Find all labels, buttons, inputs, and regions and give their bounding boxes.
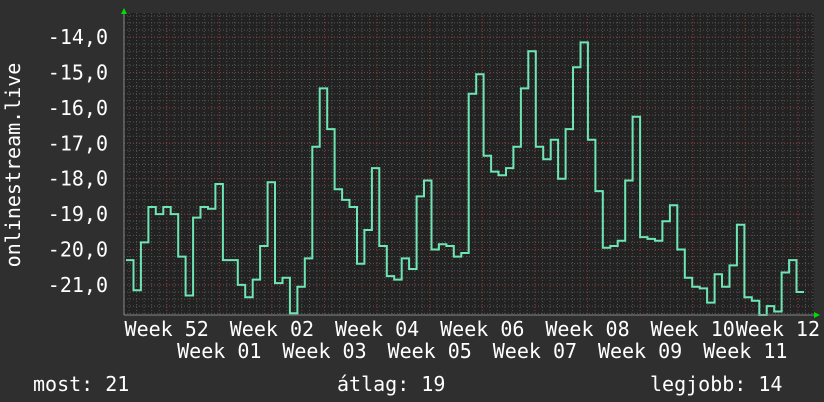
legend-best: legjobb: 14: [650, 372, 783, 396]
series-line: [126, 41, 804, 316]
y-tick-label: -18,0: [48, 167, 108, 191]
x-tick-label: Week 12: [736, 317, 820, 341]
y-tick-label: -14,0: [48, 25, 108, 49]
x-tick-label: Week 05: [388, 339, 472, 363]
y-axis-arrow-icon: [121, 8, 127, 14]
x-tick-label: Week 08: [545, 317, 629, 341]
y-tick-label: -16,0: [48, 96, 108, 120]
y-tick-label: -20,0: [48, 238, 108, 262]
x-tick-label: Week 03: [282, 339, 366, 363]
x-tick-label: Week 52: [125, 317, 209, 341]
y-tick-label: -19,0: [48, 202, 108, 226]
x-tick-label: Week 11: [703, 339, 787, 363]
x-tick-label: Week 04: [335, 317, 419, 341]
legend-average: átlag: 19: [337, 372, 446, 396]
y-tick-label: -21,0: [48, 273, 108, 297]
y-tick-label: -15,0: [48, 60, 108, 84]
x-axis-arrow-icon: [814, 312, 820, 318]
y-axis-label: onlinestream.live: [1, 63, 25, 268]
x-tick-label: Week 02: [230, 317, 314, 341]
x-tick-label: Week 09: [598, 339, 682, 363]
legend-current: most: 21: [33, 372, 130, 396]
x-tick-label: Week 10: [651, 317, 735, 341]
y-axis-ticks: -14,0 -15,0 -16,0 -17,0 -18,0 -19,0 -20,0 -21,0: [48, 25, 108, 297]
y-tick-label: -17,0: [48, 131, 108, 155]
x-tick-label: Week 06: [440, 317, 524, 341]
x-tick-label: Week 07: [493, 339, 577, 363]
x-tick-label: Week 01: [177, 339, 261, 363]
